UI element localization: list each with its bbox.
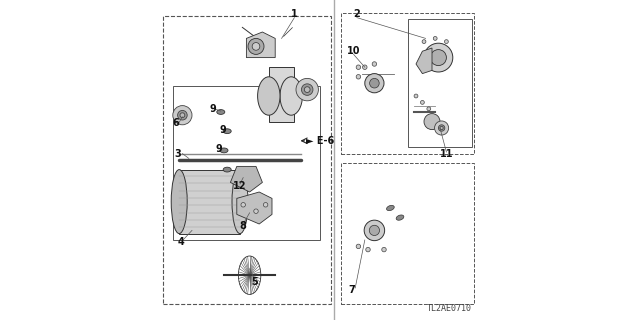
Text: TL2AE0710: TL2AE0710 [427, 304, 472, 313]
Circle shape [372, 62, 376, 66]
Polygon shape [230, 166, 262, 192]
Circle shape [248, 38, 264, 54]
Circle shape [420, 100, 424, 104]
Circle shape [381, 247, 387, 252]
Text: 2: 2 [353, 9, 360, 20]
Polygon shape [237, 192, 272, 224]
Circle shape [356, 65, 361, 69]
Bar [173, 86, 320, 240]
Text: 7: 7 [349, 284, 355, 295]
Circle shape [356, 75, 361, 79]
Circle shape [305, 87, 310, 92]
Circle shape [178, 110, 188, 120]
Bar [340, 13, 474, 154]
Circle shape [440, 126, 444, 130]
Circle shape [365, 74, 384, 93]
Circle shape [173, 106, 192, 125]
Circle shape [433, 36, 437, 40]
Text: 12: 12 [232, 180, 246, 191]
Circle shape [364, 220, 385, 241]
Circle shape [296, 78, 319, 101]
Circle shape [444, 40, 448, 44]
Text: 6: 6 [172, 118, 179, 128]
Circle shape [435, 121, 449, 135]
Text: 8: 8 [239, 220, 246, 231]
Bar [408, 19, 472, 147]
Text: 10: 10 [347, 46, 360, 56]
Circle shape [241, 203, 246, 207]
Circle shape [414, 94, 418, 98]
Ellipse shape [258, 77, 280, 115]
Ellipse shape [172, 170, 187, 234]
Circle shape [301, 84, 313, 95]
Bar [179, 170, 240, 234]
Ellipse shape [232, 170, 248, 234]
Text: 11: 11 [440, 148, 453, 159]
Text: 9: 9 [219, 124, 226, 135]
Circle shape [438, 125, 445, 131]
Circle shape [424, 114, 440, 130]
Ellipse shape [223, 129, 231, 134]
Circle shape [422, 40, 426, 44]
Text: 3: 3 [174, 148, 181, 159]
Text: 5: 5 [251, 277, 258, 287]
Bar [163, 16, 332, 304]
Circle shape [369, 78, 379, 88]
Circle shape [430, 50, 447, 66]
Polygon shape [246, 32, 275, 58]
Ellipse shape [217, 109, 225, 115]
Circle shape [180, 113, 185, 118]
Circle shape [369, 225, 380, 236]
Polygon shape [416, 48, 432, 74]
Text: ► E-6: ► E-6 [306, 136, 334, 146]
Circle shape [424, 43, 453, 72]
Ellipse shape [396, 215, 404, 220]
Text: 9: 9 [216, 144, 223, 154]
Text: 4: 4 [177, 236, 184, 247]
Bar [269, 67, 294, 122]
Circle shape [253, 209, 259, 213]
Ellipse shape [223, 167, 231, 172]
Ellipse shape [387, 205, 394, 211]
Ellipse shape [280, 77, 302, 115]
Circle shape [252, 43, 260, 50]
Circle shape [427, 107, 431, 111]
Circle shape [264, 203, 268, 207]
Text: 1: 1 [291, 9, 298, 20]
Bar [340, 163, 474, 304]
Circle shape [362, 65, 367, 69]
Circle shape [366, 247, 370, 252]
Text: 9: 9 [209, 104, 216, 114]
Ellipse shape [220, 148, 228, 153]
Circle shape [356, 244, 361, 249]
